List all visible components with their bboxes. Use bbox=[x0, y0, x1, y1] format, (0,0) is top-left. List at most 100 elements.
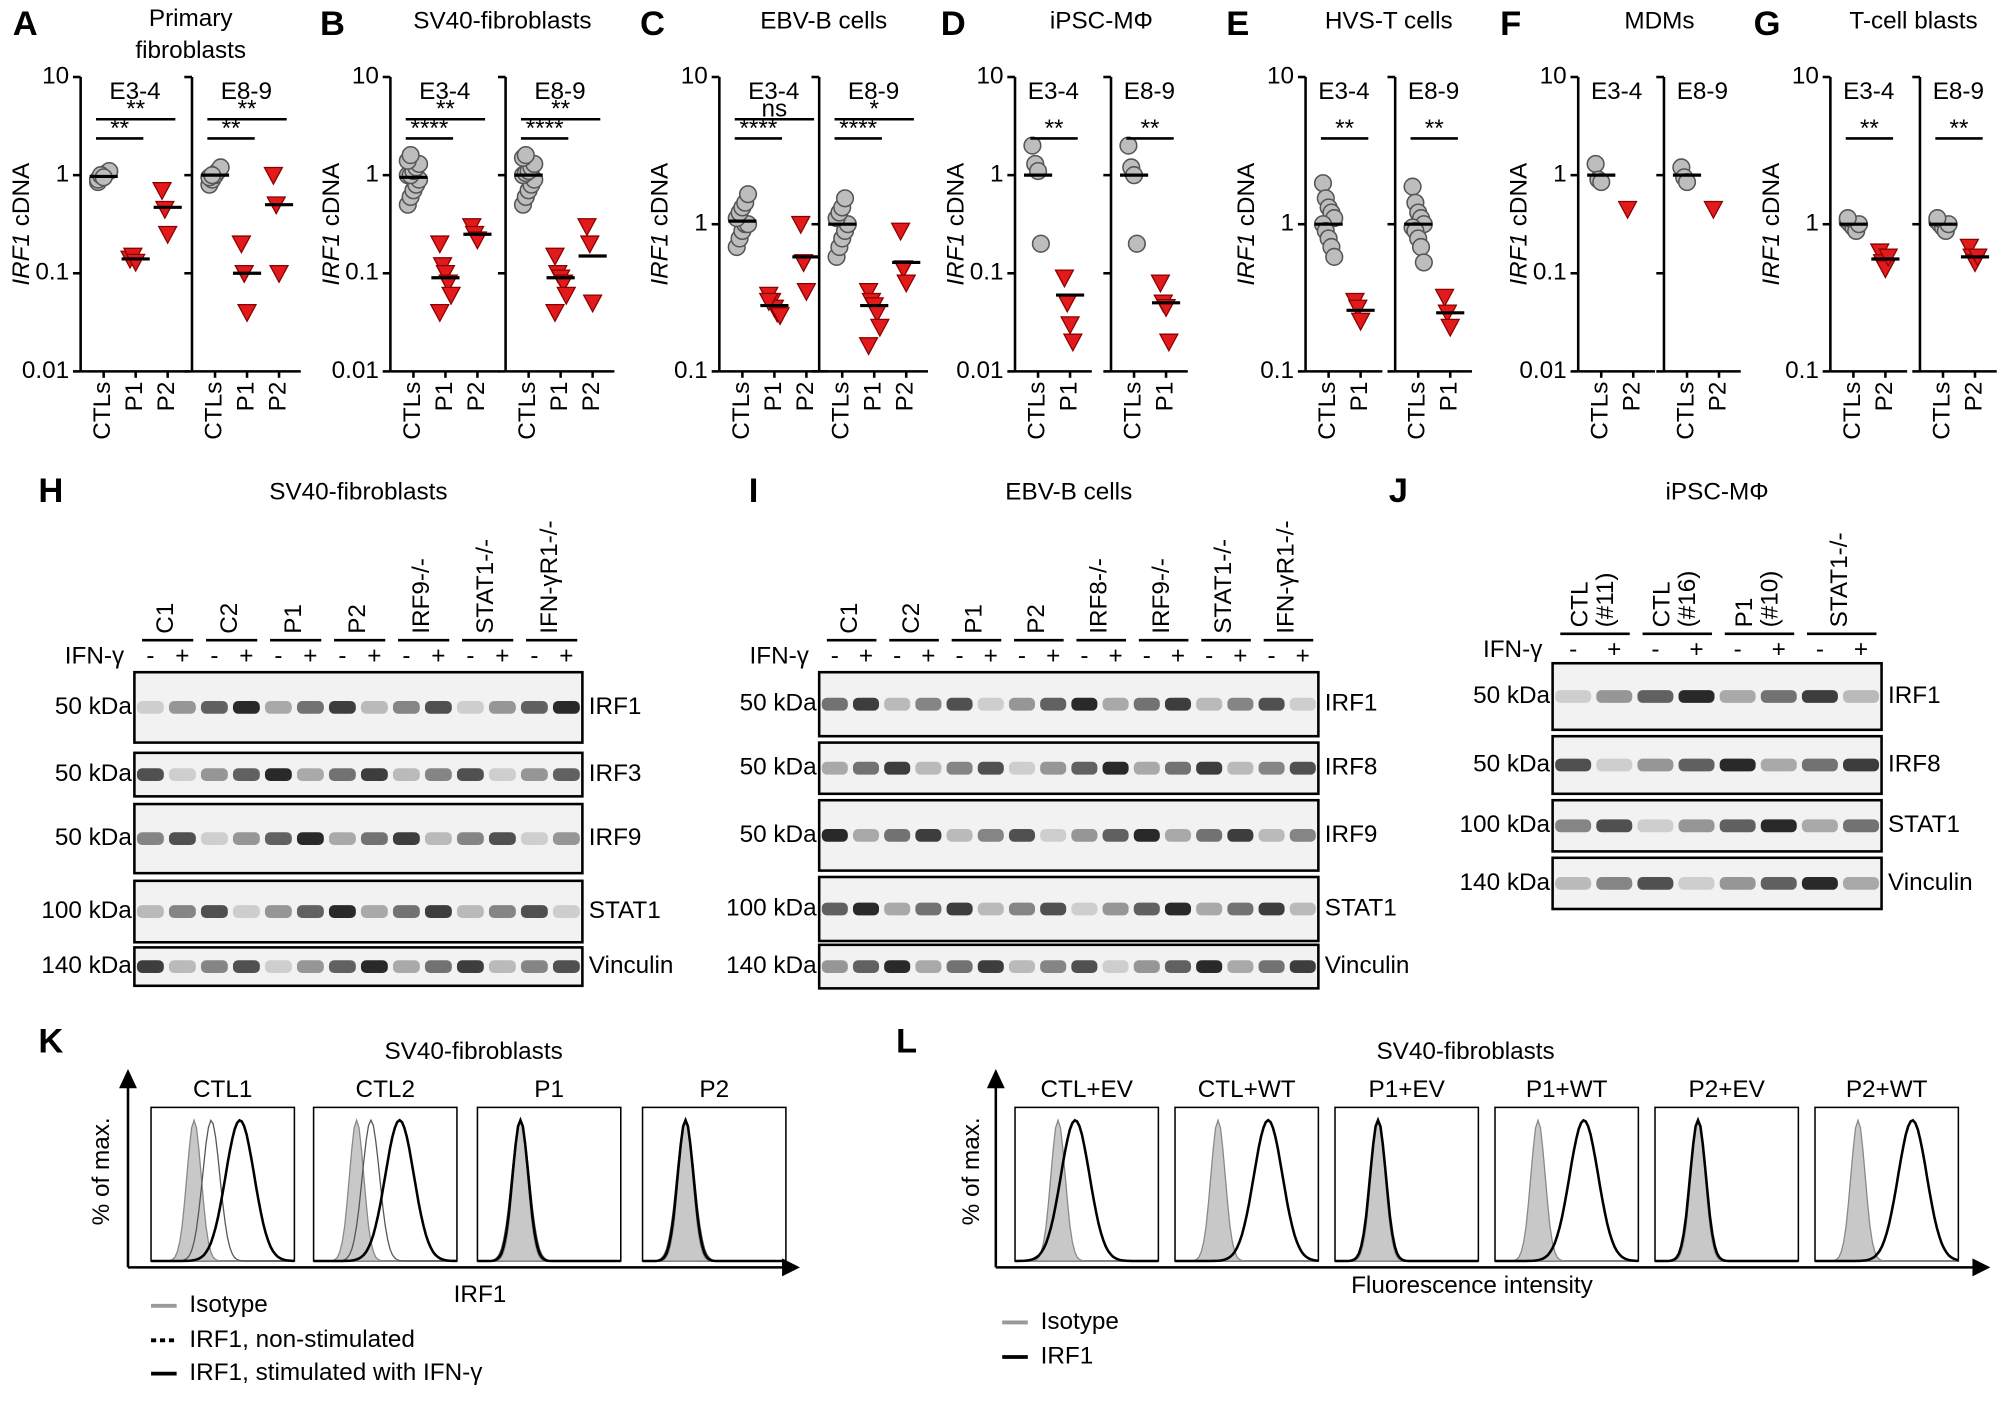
mw-marker: 50 kDa bbox=[55, 693, 132, 720]
panel-title: SV40-fibroblasts bbox=[413, 7, 591, 34]
y-tick-label: 0.01 bbox=[1519, 357, 1566, 384]
irf1-histogram bbox=[313, 1118, 458, 1263]
blot-band bbox=[1040, 697, 1067, 711]
protein-label: IRF1 bbox=[589, 693, 642, 720]
x-tick-label: P1 bbox=[431, 382, 458, 412]
blot-band bbox=[852, 697, 880, 711]
data-point bbox=[516, 146, 535, 165]
panel-letter: G bbox=[1754, 5, 1781, 43]
x-tick-label: P2 bbox=[892, 382, 919, 412]
legend-label: IRF1 bbox=[1041, 1342, 1094, 1369]
mw-marker: 50 kDa bbox=[740, 754, 817, 781]
dose-label: - bbox=[1734, 636, 1742, 663]
blot-band bbox=[1102, 761, 1129, 775]
lane-label: P1 bbox=[1731, 598, 1758, 628]
blot-band bbox=[1843, 758, 1880, 772]
y-tick-label: 1 bbox=[1553, 161, 1567, 188]
blot-band bbox=[488, 768, 516, 781]
mw-marker: 100 kDa bbox=[726, 894, 817, 921]
data-point bbox=[1023, 136, 1042, 155]
blot-band bbox=[1596, 758, 1633, 772]
data-point bbox=[1313, 174, 1333, 193]
data-point bbox=[1158, 333, 1179, 353]
panel-letter: J bbox=[1389, 472, 1408, 510]
blot-band bbox=[1289, 960, 1316, 973]
blot-band bbox=[1196, 960, 1223, 973]
y-tick-label: 0.1 bbox=[345, 259, 379, 286]
blot-band bbox=[1801, 819, 1838, 833]
blot-band bbox=[392, 768, 420, 781]
mw-marker: 50 kDa bbox=[1473, 682, 1550, 709]
data-point bbox=[738, 185, 758, 204]
blot-band bbox=[946, 828, 973, 842]
dose-label: - bbox=[402, 642, 410, 669]
significance-label: ** bbox=[1335, 115, 1354, 142]
y-tick-label: 1 bbox=[1281, 210, 1295, 237]
blot-band bbox=[296, 701, 324, 714]
irf1-histogram bbox=[477, 1116, 621, 1263]
subplot-label: E3-4 bbox=[1318, 78, 1369, 105]
blot-band bbox=[1196, 902, 1223, 916]
significance-label: ** bbox=[126, 96, 145, 123]
panel-letter: F bbox=[1500, 5, 1521, 43]
blot-band bbox=[1164, 697, 1192, 711]
panel-title: EBV-B cells bbox=[760, 7, 887, 34]
blot-band bbox=[456, 832, 484, 845]
x-tick-label: CTLs bbox=[1023, 382, 1050, 440]
blot-band bbox=[977, 828, 1004, 842]
x-tick-label: CTLs bbox=[1587, 382, 1614, 440]
irf1-histogram bbox=[1815, 1118, 1959, 1263]
blot-band bbox=[1801, 876, 1838, 890]
blot-band bbox=[1719, 876, 1756, 890]
dose-label: - bbox=[1143, 642, 1151, 669]
blot-band bbox=[520, 960, 548, 973]
blot-strip bbox=[817, 670, 1320, 738]
blot-band bbox=[1196, 761, 1223, 775]
data-point bbox=[758, 292, 779, 312]
data-point bbox=[1440, 318, 1461, 338]
blot-band bbox=[1637, 758, 1674, 772]
mw-marker: 50 kDa bbox=[740, 690, 817, 717]
treatment-label: IFN-γ bbox=[1483, 636, 1543, 663]
panel-letter: D bbox=[941, 5, 966, 43]
blot-band bbox=[296, 905, 324, 918]
sample-label: P1 bbox=[534, 1076, 564, 1103]
dose-label: + bbox=[921, 642, 935, 669]
x-tick-label: P1 bbox=[860, 382, 887, 412]
blot-band bbox=[136, 701, 164, 714]
protein-label: STAT1 bbox=[589, 897, 661, 924]
blot-band bbox=[424, 905, 452, 918]
panel-title: HVS-T cells bbox=[1325, 7, 1453, 34]
legend-label: Isotype bbox=[1041, 1308, 1119, 1335]
lane-label: CTL bbox=[1649, 581, 1676, 627]
lane-label: IRF8-/- bbox=[1085, 558, 1112, 634]
data-point bbox=[582, 294, 603, 314]
mw-marker: 100 kDa bbox=[1460, 811, 1551, 838]
x-tick-label: CTLs bbox=[1314, 382, 1341, 440]
y-axis-label-gene: IRF1 bbox=[1506, 233, 1533, 286]
data-point bbox=[1959, 238, 1980, 258]
sample-label: CTL1 bbox=[193, 1076, 252, 1103]
x-tick-label: CTLs bbox=[514, 382, 541, 440]
mw-marker: 50 kDa bbox=[740, 821, 817, 848]
x-tick-label: CTLs bbox=[1404, 382, 1431, 440]
y-tick-label: 1 bbox=[365, 161, 379, 188]
data-point bbox=[1054, 269, 1075, 289]
blot-band bbox=[977, 960, 1004, 973]
data-point bbox=[796, 283, 817, 302]
blot-band bbox=[1637, 819, 1674, 833]
irf1-histogram bbox=[1015, 1118, 1159, 1263]
isotype-histogram bbox=[1175, 1118, 1319, 1262]
blot-band bbox=[1678, 690, 1715, 703]
blot-band bbox=[1719, 758, 1756, 772]
y-axis-label-gene: IRF1 bbox=[318, 233, 345, 286]
x-tick-label: CTLs bbox=[399, 382, 426, 440]
y-axis-label-gene: IRF1 bbox=[8, 233, 35, 286]
lane-label: C1 bbox=[152, 603, 179, 634]
y-tick-label: 10 bbox=[1540, 62, 1567, 89]
blot-band bbox=[884, 960, 911, 973]
blot-band bbox=[1555, 758, 1592, 772]
y-tick-label: 10 bbox=[976, 62, 1003, 89]
protein-label: IRF9 bbox=[1325, 821, 1378, 848]
y-axis-label-unit: cDNA bbox=[647, 162, 674, 226]
